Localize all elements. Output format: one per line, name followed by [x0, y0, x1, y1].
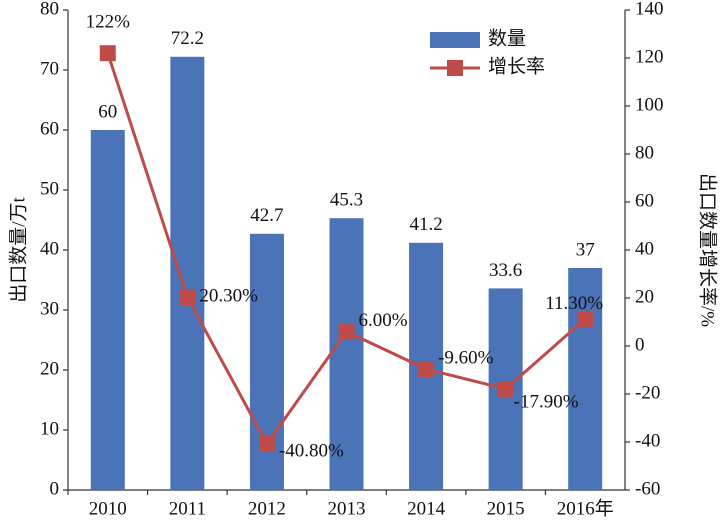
line-value-label: -40.80% [279, 440, 344, 461]
line-value-label: 20.30% [199, 286, 258, 307]
y-tick-label: 40 [40, 238, 59, 259]
y-axis-label: 出口数量/万t [7, 197, 29, 303]
y2-tick-label: 120 [635, 46, 664, 67]
line-value-label: 6.00% [359, 310, 408, 331]
y-tick-label: 60 [40, 118, 59, 139]
y2-tick-label: 140 [635, 0, 664, 19]
y2-tick-label: 20 [635, 286, 654, 307]
y2-tick-label: -60 [635, 478, 660, 499]
line-marker [258, 435, 275, 452]
line-value-label: 11.30% [545, 293, 603, 314]
line-value-label: -17.90% [514, 391, 579, 412]
y-tick-label: 20 [40, 358, 59, 379]
x-tick-label: 2014 [407, 498, 446, 519]
bar-value-label: 60 [98, 101, 117, 122]
line-value-label: -9.60% [438, 347, 494, 368]
y2-tick-label: 0 [635, 334, 645, 355]
line-marker [338, 323, 355, 340]
x-tick-label: 2015 [487, 498, 525, 519]
y2-tick-label: -40 [635, 430, 660, 451]
legend-swatch [430, 32, 480, 48]
y2-axis-label: 出口数量增长率/% [697, 173, 719, 327]
y-tick-label: 70 [40, 58, 59, 79]
line-marker [179, 289, 196, 306]
bar [329, 218, 364, 490]
line-value-label: 122% [86, 12, 131, 33]
y-tick-label: 0 [50, 478, 60, 499]
x-tick-label: 2010 [89, 498, 127, 519]
bar-value-label: 37 [576, 239, 595, 260]
y-tick-label: 10 [40, 418, 59, 439]
y2-tick-label: 60 [635, 190, 654, 211]
bar [170, 56, 205, 491]
bar-value-label: 41.2 [409, 214, 442, 235]
y2-tick-label: 40 [635, 238, 654, 259]
bar-value-label: 45.3 [330, 190, 363, 211]
legend-label: 数量 [488, 27, 526, 49]
legend-label: 增长率 [488, 55, 545, 77]
y2-tick-label: -20 [635, 382, 660, 403]
line-marker [99, 45, 116, 62]
line-marker [418, 361, 435, 378]
legend-marker [447, 60, 463, 76]
bar [568, 268, 603, 490]
x-tick-label: 2016年 [557, 497, 614, 519]
x-tick-label: 2013 [328, 498, 366, 519]
bar-value-label: 72.2 [171, 28, 204, 49]
y-tick-label: 30 [40, 298, 59, 319]
y-tick-label: 80 [40, 0, 59, 19]
bar-value-label: 42.7 [250, 205, 283, 226]
y-tick-label: 50 [40, 178, 59, 199]
y2-tick-label: 80 [635, 142, 654, 163]
line-marker [577, 310, 594, 327]
bar [90, 130, 125, 490]
bar-value-label: 33.6 [489, 260, 522, 281]
y2-tick-label: 100 [635, 94, 664, 115]
line-marker [497, 380, 514, 397]
x-tick-label: 2011 [169, 498, 206, 519]
x-tick-label: 2012 [248, 498, 286, 519]
